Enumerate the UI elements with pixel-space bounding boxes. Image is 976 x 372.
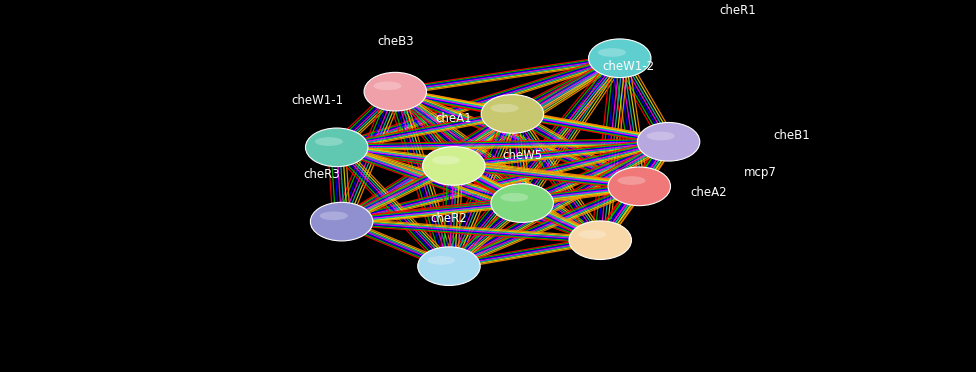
Text: cheW1-2: cheW1-2 (602, 60, 654, 73)
Ellipse shape (637, 122, 700, 161)
Text: cheR3: cheR3 (304, 168, 341, 181)
Ellipse shape (315, 137, 343, 146)
Text: cheA2: cheA2 (690, 186, 727, 199)
Text: mcp7: mcp7 (744, 166, 777, 179)
Ellipse shape (598, 48, 626, 57)
Ellipse shape (427, 256, 455, 265)
Ellipse shape (589, 39, 651, 77)
Ellipse shape (374, 81, 401, 90)
Text: cheW5: cheW5 (502, 149, 543, 162)
Ellipse shape (432, 156, 460, 164)
Text: cheR1: cheR1 (719, 4, 756, 17)
Ellipse shape (647, 132, 674, 140)
Ellipse shape (305, 128, 368, 167)
Ellipse shape (618, 176, 645, 185)
Ellipse shape (491, 104, 518, 112)
Text: cheB1: cheB1 (773, 129, 810, 142)
Ellipse shape (310, 202, 373, 241)
Ellipse shape (320, 211, 347, 220)
Ellipse shape (364, 72, 427, 111)
Text: cheB3: cheB3 (377, 35, 414, 48)
Text: cheA1: cheA1 (435, 112, 472, 125)
Ellipse shape (491, 184, 553, 222)
Ellipse shape (501, 193, 528, 202)
Text: cheW1-1: cheW1-1 (291, 93, 344, 106)
Ellipse shape (423, 147, 485, 185)
Ellipse shape (569, 221, 631, 260)
Ellipse shape (481, 94, 544, 133)
Ellipse shape (608, 167, 671, 206)
Ellipse shape (579, 230, 606, 239)
Ellipse shape (418, 247, 480, 285)
Text: cheR2: cheR2 (430, 212, 468, 225)
